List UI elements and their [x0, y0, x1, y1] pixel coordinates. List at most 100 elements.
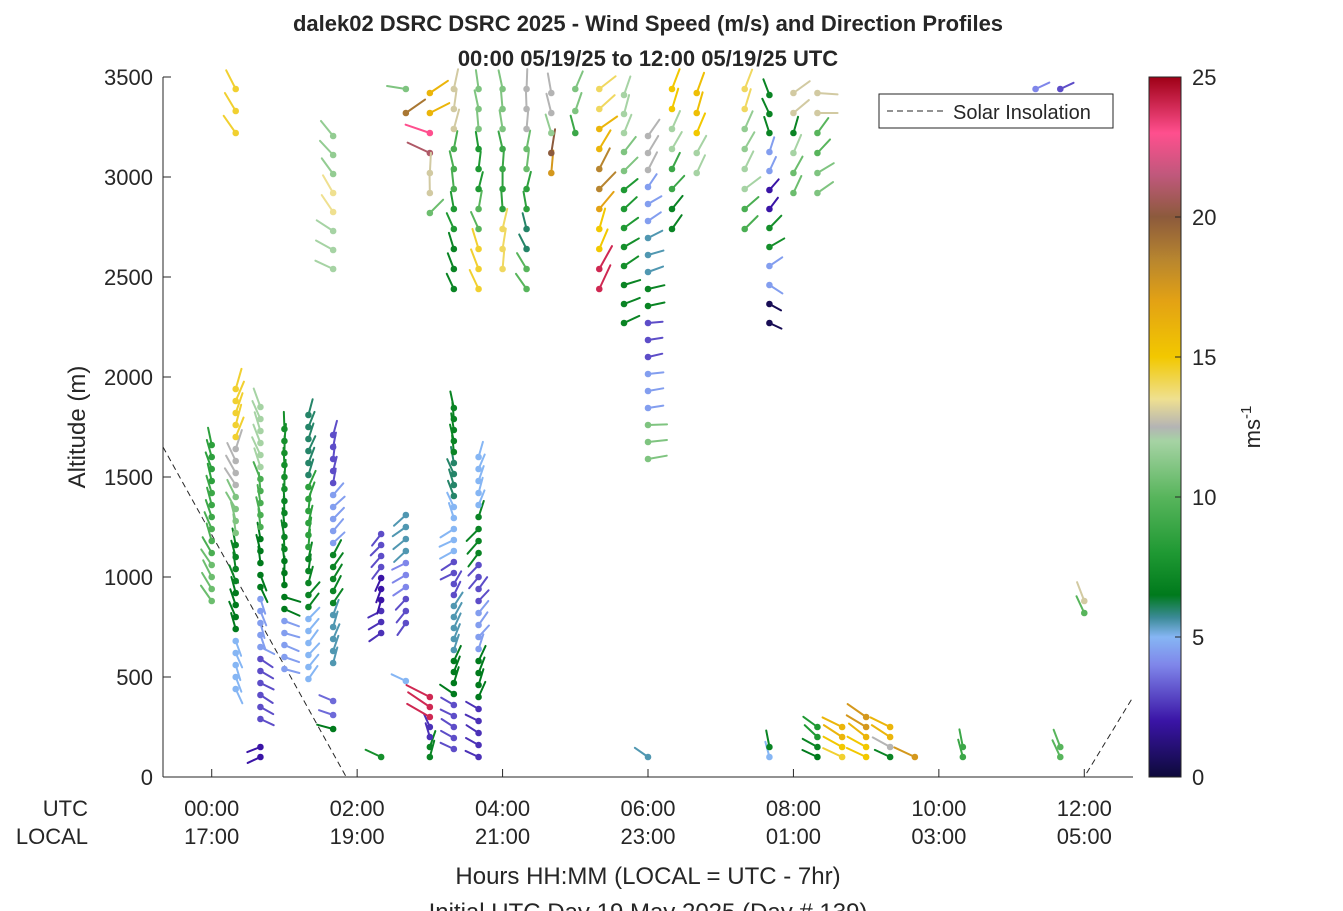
wind-barb-point — [329, 527, 337, 535]
wind-barb-point — [208, 489, 216, 497]
wind-barb-point — [693, 169, 701, 177]
wind-barb-point — [329, 467, 337, 475]
wind-barb-shaft — [225, 69, 237, 90]
wind-barb-point — [329, 563, 337, 571]
wind-barb-point — [232, 553, 240, 561]
wind-barb-point — [766, 91, 773, 99]
wind-barb-shaft — [321, 174, 335, 194]
y-tick-label: 500 — [116, 665, 153, 690]
wind-barb-point — [499, 85, 506, 93]
wind-barb-point — [668, 125, 676, 133]
wind-barb-point — [911, 753, 919, 761]
x-tick-label-utc: 02:00 — [330, 796, 385, 821]
wind-barb-shaft — [869, 716, 892, 728]
wind-barb-point — [450, 701, 458, 709]
wind-barb-point — [547, 89, 555, 97]
wind-barb-point — [450, 165, 458, 173]
wind-barb-point — [450, 712, 458, 720]
wind-barb-point — [547, 129, 555, 137]
wind-barb-point — [766, 753, 773, 761]
wind-barb-point — [257, 571, 264, 579]
wind-barb-point — [766, 281, 773, 289]
wind-barb-shaft — [792, 99, 810, 114]
wind-barb-point — [305, 495, 312, 503]
wind-barb-point — [668, 165, 676, 173]
wind-barb-point — [257, 595, 264, 603]
wind-barb-point — [475, 489, 482, 497]
wind-barb-point — [595, 145, 603, 153]
colorbar-unit-exponent: -1 — [1238, 406, 1255, 419]
wind-barb-point — [790, 89, 797, 97]
wind-barb-point — [450, 745, 458, 753]
wind-barb-point — [329, 725, 337, 733]
wind-barb-shaft — [821, 716, 844, 728]
wind-barb-point — [766, 110, 773, 118]
wind-barb-point — [644, 302, 652, 310]
wind-barb-point — [450, 426, 458, 434]
wind-barb-point — [329, 208, 337, 216]
wind-barb-point — [620, 167, 628, 175]
wind-barb-point — [959, 753, 967, 761]
wind-barb-point — [329, 599, 337, 607]
wind-barb-point — [232, 577, 240, 585]
wind-barb-point — [668, 225, 676, 233]
wind-barb-point — [547, 109, 555, 117]
y-tick-label: 3000 — [104, 165, 153, 190]
wind-barb-point — [644, 217, 652, 225]
wind-barb-point — [620, 148, 628, 156]
wind-barb-point — [450, 437, 458, 445]
wind-barb-point — [426, 723, 434, 731]
wind-barb-shaft — [234, 416, 245, 438]
wind-barb-point — [790, 189, 797, 197]
wind-barb-point — [595, 245, 603, 253]
wind-barb-point — [257, 715, 264, 723]
wind-barb-point — [450, 536, 458, 544]
wind-barb-point — [475, 585, 482, 593]
wind-barb-point — [862, 723, 870, 731]
wind-barb-point — [644, 166, 652, 174]
wind-barb-point — [305, 447, 312, 455]
wind-barb-point — [281, 545, 288, 553]
wind-barb-shaft — [647, 134, 660, 154]
wind-barb-shaft — [870, 724, 892, 738]
wind-barb-point — [450, 602, 458, 610]
wind-barb-point — [281, 617, 288, 625]
wind-barb-point — [329, 611, 337, 619]
wind-barb-point — [257, 655, 264, 663]
wind-barb-point — [329, 515, 337, 523]
legend-label: Solar Insolation — [953, 102, 1091, 124]
wind-barb-point — [475, 609, 482, 617]
wind-barb-point — [499, 125, 506, 133]
wind-barb-point — [329, 575, 337, 583]
wind-barb-point — [523, 185, 530, 193]
wind-barb-point — [305, 411, 312, 419]
wind-barb-shaft — [598, 245, 613, 270]
wind-barb-point — [232, 613, 240, 621]
wind-barb-point — [547, 169, 555, 177]
wind-barb-point — [475, 669, 482, 677]
wind-barb-point — [838, 723, 846, 731]
wind-barb-shaft — [404, 123, 431, 134]
wind-barb-point — [814, 753, 821, 761]
wind-barb-point — [475, 165, 482, 173]
wind-barb-point — [208, 549, 216, 557]
wind-barb-point — [1080, 609, 1088, 617]
wind-barb-shaft — [404, 98, 427, 114]
wind-barb-point — [814, 169, 821, 177]
wind-barb-shaft — [846, 735, 868, 748]
wind-barb-point — [644, 268, 652, 276]
wind-barb-point — [232, 129, 240, 137]
wind-barb-point — [475, 717, 482, 725]
wind-barb-point — [862, 733, 870, 741]
wind-barb-point — [475, 285, 482, 293]
wind-barb-point — [329, 491, 337, 499]
wind-barb-point — [450, 85, 458, 93]
wind-barb-point — [499, 145, 506, 153]
solar-insolation-layer — [162, 446, 1134, 778]
wind-barb-point — [1080, 597, 1088, 605]
wind-barb-point — [232, 505, 240, 513]
wind-barb-point — [450, 624, 458, 632]
wind-barb-point — [620, 319, 628, 327]
wind-barb-shaft — [845, 714, 868, 728]
wind-barb-shaft — [845, 747, 868, 758]
